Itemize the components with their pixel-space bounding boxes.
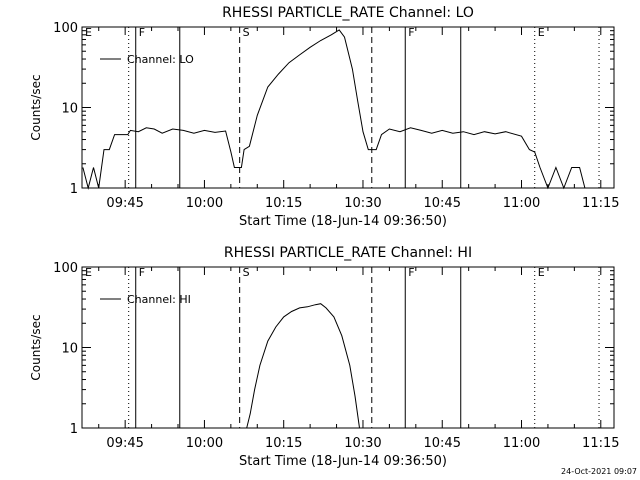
x-axis-label: Start Time (18-Jun-14 09:36:50) <box>239 454 447 469</box>
x-tick-label: 09:45 <box>106 436 143 451</box>
y-tick-label: 1 <box>70 422 78 437</box>
plot-frame <box>81 266 615 429</box>
marker-label-s: S <box>243 26 250 39</box>
marker-label-e: E <box>85 26 92 39</box>
y-axis-label: Counts/sec <box>29 314 43 380</box>
x-tick-label: 10:00 <box>186 196 223 211</box>
panel-hi: RHESSI PARTICLE_RATE Channel: HI Start T… <box>29 245 620 469</box>
legend-label: Channel: HI <box>127 293 191 306</box>
marker-label-e: E <box>538 26 545 39</box>
y-tick-label: 10 <box>61 342 78 357</box>
legend: Channel: HI <box>100 293 191 306</box>
marker-label-e: E <box>85 266 92 279</box>
x-tick-label: 10:00 <box>186 436 223 451</box>
series-line-hi <box>246 303 360 429</box>
x-tick-label: 10:30 <box>344 196 381 211</box>
x-tick-label: 11:15 <box>582 196 619 211</box>
y-tick-label: 100 <box>53 21 78 36</box>
x-tick-label: 10:45 <box>424 196 461 211</box>
y-tick-label: 10 <box>61 102 78 117</box>
marker-label-e: E <box>538 266 545 279</box>
marker-label-f: F <box>408 266 414 279</box>
marker-label-f: F <box>139 26 145 39</box>
legend: Channel: LO <box>100 53 194 66</box>
title: RHESSI PARTICLE_RATE Channel: LO <box>222 5 474 21</box>
x-tick-label: 10:15 <box>265 196 302 211</box>
y-ticks: 1 10 100 <box>53 21 614 197</box>
title: RHESSI PARTICLE_RATE Channel: HI <box>224 245 472 261</box>
marker-label-f: F <box>408 26 414 39</box>
y-tick-label: 100 <box>53 261 78 276</box>
x-tick-label: 11:00 <box>503 436 540 451</box>
marker-label-s: S <box>243 266 250 279</box>
x-tick-label: 11:00 <box>503 196 540 211</box>
footer-date: 24-Oct-2021 09:07 <box>561 467 637 476</box>
y-tick-label: 1 <box>70 182 78 197</box>
series-line-lo <box>82 29 586 190</box>
y-axis-label: Counts/sec <box>29 74 43 140</box>
x-axis-label: Start Time (18-Jun-14 09:36:50) <box>239 214 447 229</box>
x-tick-label: 10:15 <box>265 436 302 451</box>
x-tick-label: 09:45 <box>106 196 143 211</box>
x-ticks: 09:45 10:00 10:15 10:30 10:45 11:00 11:15 <box>98 267 620 451</box>
marker-label-f: F <box>139 266 145 279</box>
x-tick-label: 10:45 <box>424 436 461 451</box>
x-tick-label: 11:15 <box>582 436 619 451</box>
legend-label: Channel: LO <box>127 53 194 66</box>
x-ticks: 09:45 10:00 10:15 10:30 10:45 11:00 11:15 <box>98 27 620 211</box>
panel-lo: RHESSI PARTICLE_RATE Channel: LO Start T… <box>29 5 620 229</box>
y-ticks: 1 10 100 <box>53 261 614 437</box>
x-tick-label: 10:30 <box>344 436 381 451</box>
